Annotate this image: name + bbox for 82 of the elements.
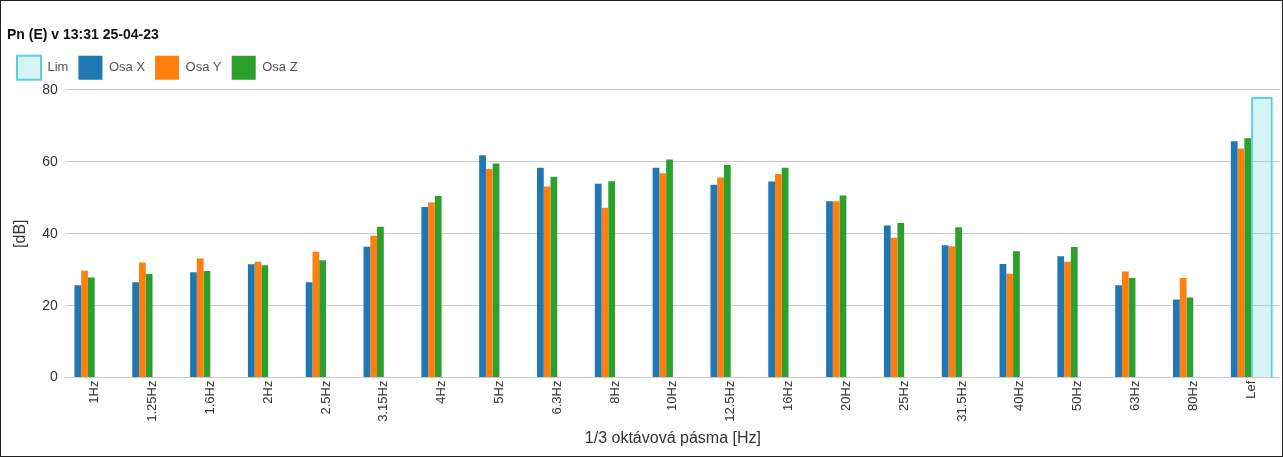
bar	[434, 195, 442, 378]
chart-title: Pn (E) v 13:31 25-04-23	[7, 26, 159, 43]
bar	[1115, 285, 1122, 378]
bar	[1230, 141, 1238, 378]
x-tick-label: 31.5Hz	[953, 380, 969, 422]
bar	[608, 181, 616, 378]
bar	[594, 183, 602, 378]
legend-label: Osa Y	[185, 59, 222, 75]
x-tick-label: 25Hz	[895, 380, 911, 411]
x-tick-label: 12.5Hz	[722, 380, 738, 422]
x-tick-label: 63Hz	[1127, 380, 1143, 411]
bar	[1173, 299, 1180, 378]
bar	[319, 260, 326, 378]
bar	[1251, 97, 1273, 378]
legend-label: Lim	[47, 59, 69, 75]
bar	[479, 155, 486, 378]
x-axis-title: 1/3 oktávová pásma [Hz]	[584, 428, 761, 446]
bar	[370, 235, 378, 378]
bar	[897, 222, 905, 378]
x-tick-label: 3.15Hz	[375, 380, 391, 422]
bar	[537, 167, 544, 378]
bar	[1070, 247, 1078, 378]
y-tick-label: 60	[42, 152, 58, 169]
x-tick-label: 1Hz	[86, 380, 102, 404]
x-tick-label: 2.5Hz	[317, 380, 333, 415]
bar	[883, 225, 891, 378]
x-tick-label: 8Hz	[606, 380, 622, 404]
bar	[377, 226, 384, 378]
bar	[955, 227, 962, 378]
x-tick-label: Lef	[1242, 380, 1258, 399]
y-tick-label: 40	[42, 224, 58, 241]
x-tick-label: 80Hz	[1184, 380, 1200, 411]
bar	[74, 285, 82, 378]
x-tick-label: 16Hz	[780, 380, 796, 411]
x-tick-label: 20Hz	[837, 380, 853, 411]
y-tick-label: 0	[49, 368, 58, 385]
x-tick-label: 1.6Hz	[201, 380, 217, 415]
bar	[132, 282, 140, 378]
bar	[261, 265, 269, 378]
x-tick-label: 4Hz	[433, 380, 449, 404]
bar	[723, 164, 731, 378]
y-tick-label: 80	[42, 80, 58, 97]
x-tick-label: 50Hz	[1069, 380, 1085, 411]
bar	[139, 262, 146, 378]
bar	[87, 277, 95, 378]
bar	[1064, 261, 1071, 378]
bar	[421, 207, 429, 378]
bar	[1179, 277, 1187, 378]
bar	[948, 246, 956, 378]
bar	[781, 167, 789, 378]
bar	[145, 274, 153, 378]
bar	[1057, 256, 1065, 378]
x-tick-label: 1.25Hz	[144, 380, 160, 422]
x-tick-label: 6.3Hz	[548, 380, 564, 415]
x-tick-label: 2Hz	[259, 380, 275, 404]
bar	[1006, 273, 1014, 378]
bar	[710, 184, 718, 378]
bar	[190, 272, 197, 378]
bar	[659, 173, 667, 378]
x-tick-label: 40Hz	[1011, 380, 1027, 411]
x-tick-label: 5Hz	[491, 380, 506, 404]
bar	[1121, 271, 1129, 378]
bar	[666, 159, 673, 378]
bar	[1013, 251, 1020, 378]
y-axis-title: [dB]	[11, 219, 29, 248]
bar	[543, 186, 551, 378]
bar	[775, 173, 782, 378]
bar	[485, 168, 493, 378]
bar	[428, 202, 435, 378]
y-tick-label: 20	[42, 296, 58, 313]
bar	[196, 258, 204, 378]
legend-label: Osa Z	[262, 59, 298, 75]
bar	[247, 264, 255, 378]
bar	[768, 181, 776, 378]
legend-label: Osa X	[108, 59, 146, 75]
bar	[717, 177, 724, 378]
bar	[826, 201, 833, 378]
bar	[81, 270, 88, 378]
x-tick-label: 10Hz	[664, 380, 680, 411]
bar	[312, 251, 320, 378]
bar	[1244, 138, 1252, 378]
bar	[832, 201, 840, 378]
